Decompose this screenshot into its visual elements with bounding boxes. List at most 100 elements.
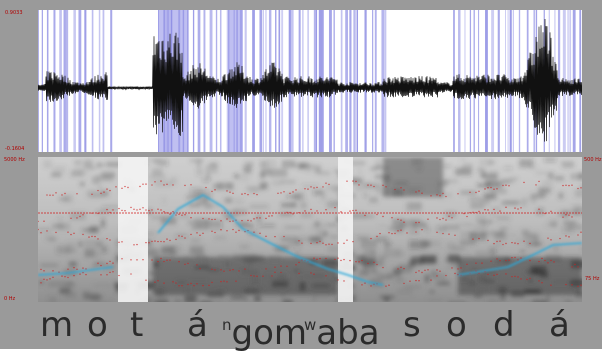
formant-point	[466, 264, 467, 265]
formant-point	[400, 229, 401, 230]
segment-ngom-prenasal: n	[222, 316, 232, 334]
energy-patch	[311, 224, 325, 230]
formant-point	[487, 209, 488, 210]
formant-point	[415, 231, 416, 232]
energy-patch	[549, 296, 564, 298]
formant-point	[502, 244, 503, 245]
formant-point	[109, 272, 110, 273]
formant-point	[343, 280, 344, 281]
formant-point	[577, 188, 578, 189]
energy-patch	[355, 186, 364, 190]
formant-point	[517, 259, 518, 260]
energy-patch	[59, 198, 68, 201]
energy-patch	[411, 256, 422, 265]
formant-point	[550, 211, 551, 212]
formant-point	[400, 187, 401, 188]
energy-patch	[397, 288, 413, 295]
formant-point	[178, 214, 179, 215]
energy-patch	[542, 181, 553, 186]
formant-point	[319, 258, 320, 259]
energy-patch	[490, 188, 507, 194]
formant-point	[163, 261, 164, 262]
formant-point	[490, 260, 491, 261]
energy-patch	[162, 197, 166, 204]
formant-point	[82, 272, 83, 273]
energy-patch	[305, 169, 311, 171]
formant-point	[160, 209, 161, 210]
formant-point	[253, 193, 254, 194]
formant-point	[391, 233, 392, 234]
formant-point	[382, 216, 383, 217]
energy-patch	[444, 179, 449, 185]
formant-point	[238, 230, 239, 231]
waveform-pane[interactable]	[38, 10, 582, 152]
selection-stripe	[579, 10, 581, 152]
formant-point	[232, 229, 233, 230]
spectrogram-right-top-label: 500 Hz	[584, 157, 602, 163]
formant-point	[400, 219, 401, 220]
formant-point	[55, 192, 56, 193]
formant-point	[109, 261, 110, 262]
formant-point	[160, 180, 161, 181]
energy-patch	[174, 299, 181, 302]
energy-patch	[157, 297, 168, 302]
energy-patch	[249, 188, 259, 193]
formant-point	[313, 274, 314, 275]
formant-point	[448, 233, 449, 234]
formant-point	[196, 264, 197, 265]
energy-patch	[369, 197, 377, 203]
formant-point	[280, 272, 281, 273]
energy-patch	[489, 248, 496, 257]
energy-patch	[471, 205, 485, 209]
formant-point	[109, 212, 110, 213]
formant-point	[469, 212, 470, 213]
energy-patch	[524, 301, 541, 302]
formant-point	[160, 241, 161, 242]
energy-patch	[85, 249, 95, 257]
formant-point	[76, 193, 77, 194]
energy-patch	[575, 189, 582, 197]
formant-point	[235, 232, 236, 233]
energy-patch	[504, 166, 512, 170]
formant-point	[151, 209, 152, 210]
formant-point	[529, 278, 530, 279]
formant-point	[427, 269, 428, 270]
formant-point	[382, 267, 383, 268]
formant-point	[469, 192, 470, 193]
formant-point	[340, 260, 341, 261]
formant-point	[127, 187, 128, 188]
segment-o-1-text: o	[87, 305, 108, 345]
energy-patch	[442, 165, 451, 168]
formant-point	[259, 217, 260, 218]
formant-point	[184, 264, 185, 265]
formant-point	[298, 240, 299, 241]
formant-point	[40, 232, 41, 233]
formant-point	[205, 187, 206, 188]
formant-point	[265, 268, 266, 269]
formant-point	[172, 211, 173, 212]
energy-patch	[384, 297, 390, 302]
formant-point	[151, 184, 152, 185]
spectrogram-pane[interactable]	[38, 157, 582, 302]
energy-patch	[385, 242, 390, 250]
energy-patch	[522, 199, 527, 206]
energy-patch	[239, 173, 249, 182]
formant-point	[565, 235, 566, 236]
formant-point	[442, 218, 443, 219]
formant-point	[436, 232, 437, 233]
formant-point	[337, 279, 338, 280]
energy-patch	[314, 165, 320, 173]
formant-point	[355, 181, 356, 182]
formant-point	[289, 212, 290, 213]
selection-stripe	[73, 10, 76, 152]
segment-waba-text: aba	[316, 313, 379, 353]
formant-point	[181, 236, 182, 237]
energy-patch	[409, 231, 419, 234]
formant-point	[577, 234, 578, 235]
energy-patch	[393, 268, 400, 277]
energy-patch	[502, 201, 519, 204]
formant-point	[385, 285, 386, 286]
formant-point	[400, 267, 401, 268]
formant-point	[106, 209, 107, 210]
energy-patch	[65, 282, 73, 284]
